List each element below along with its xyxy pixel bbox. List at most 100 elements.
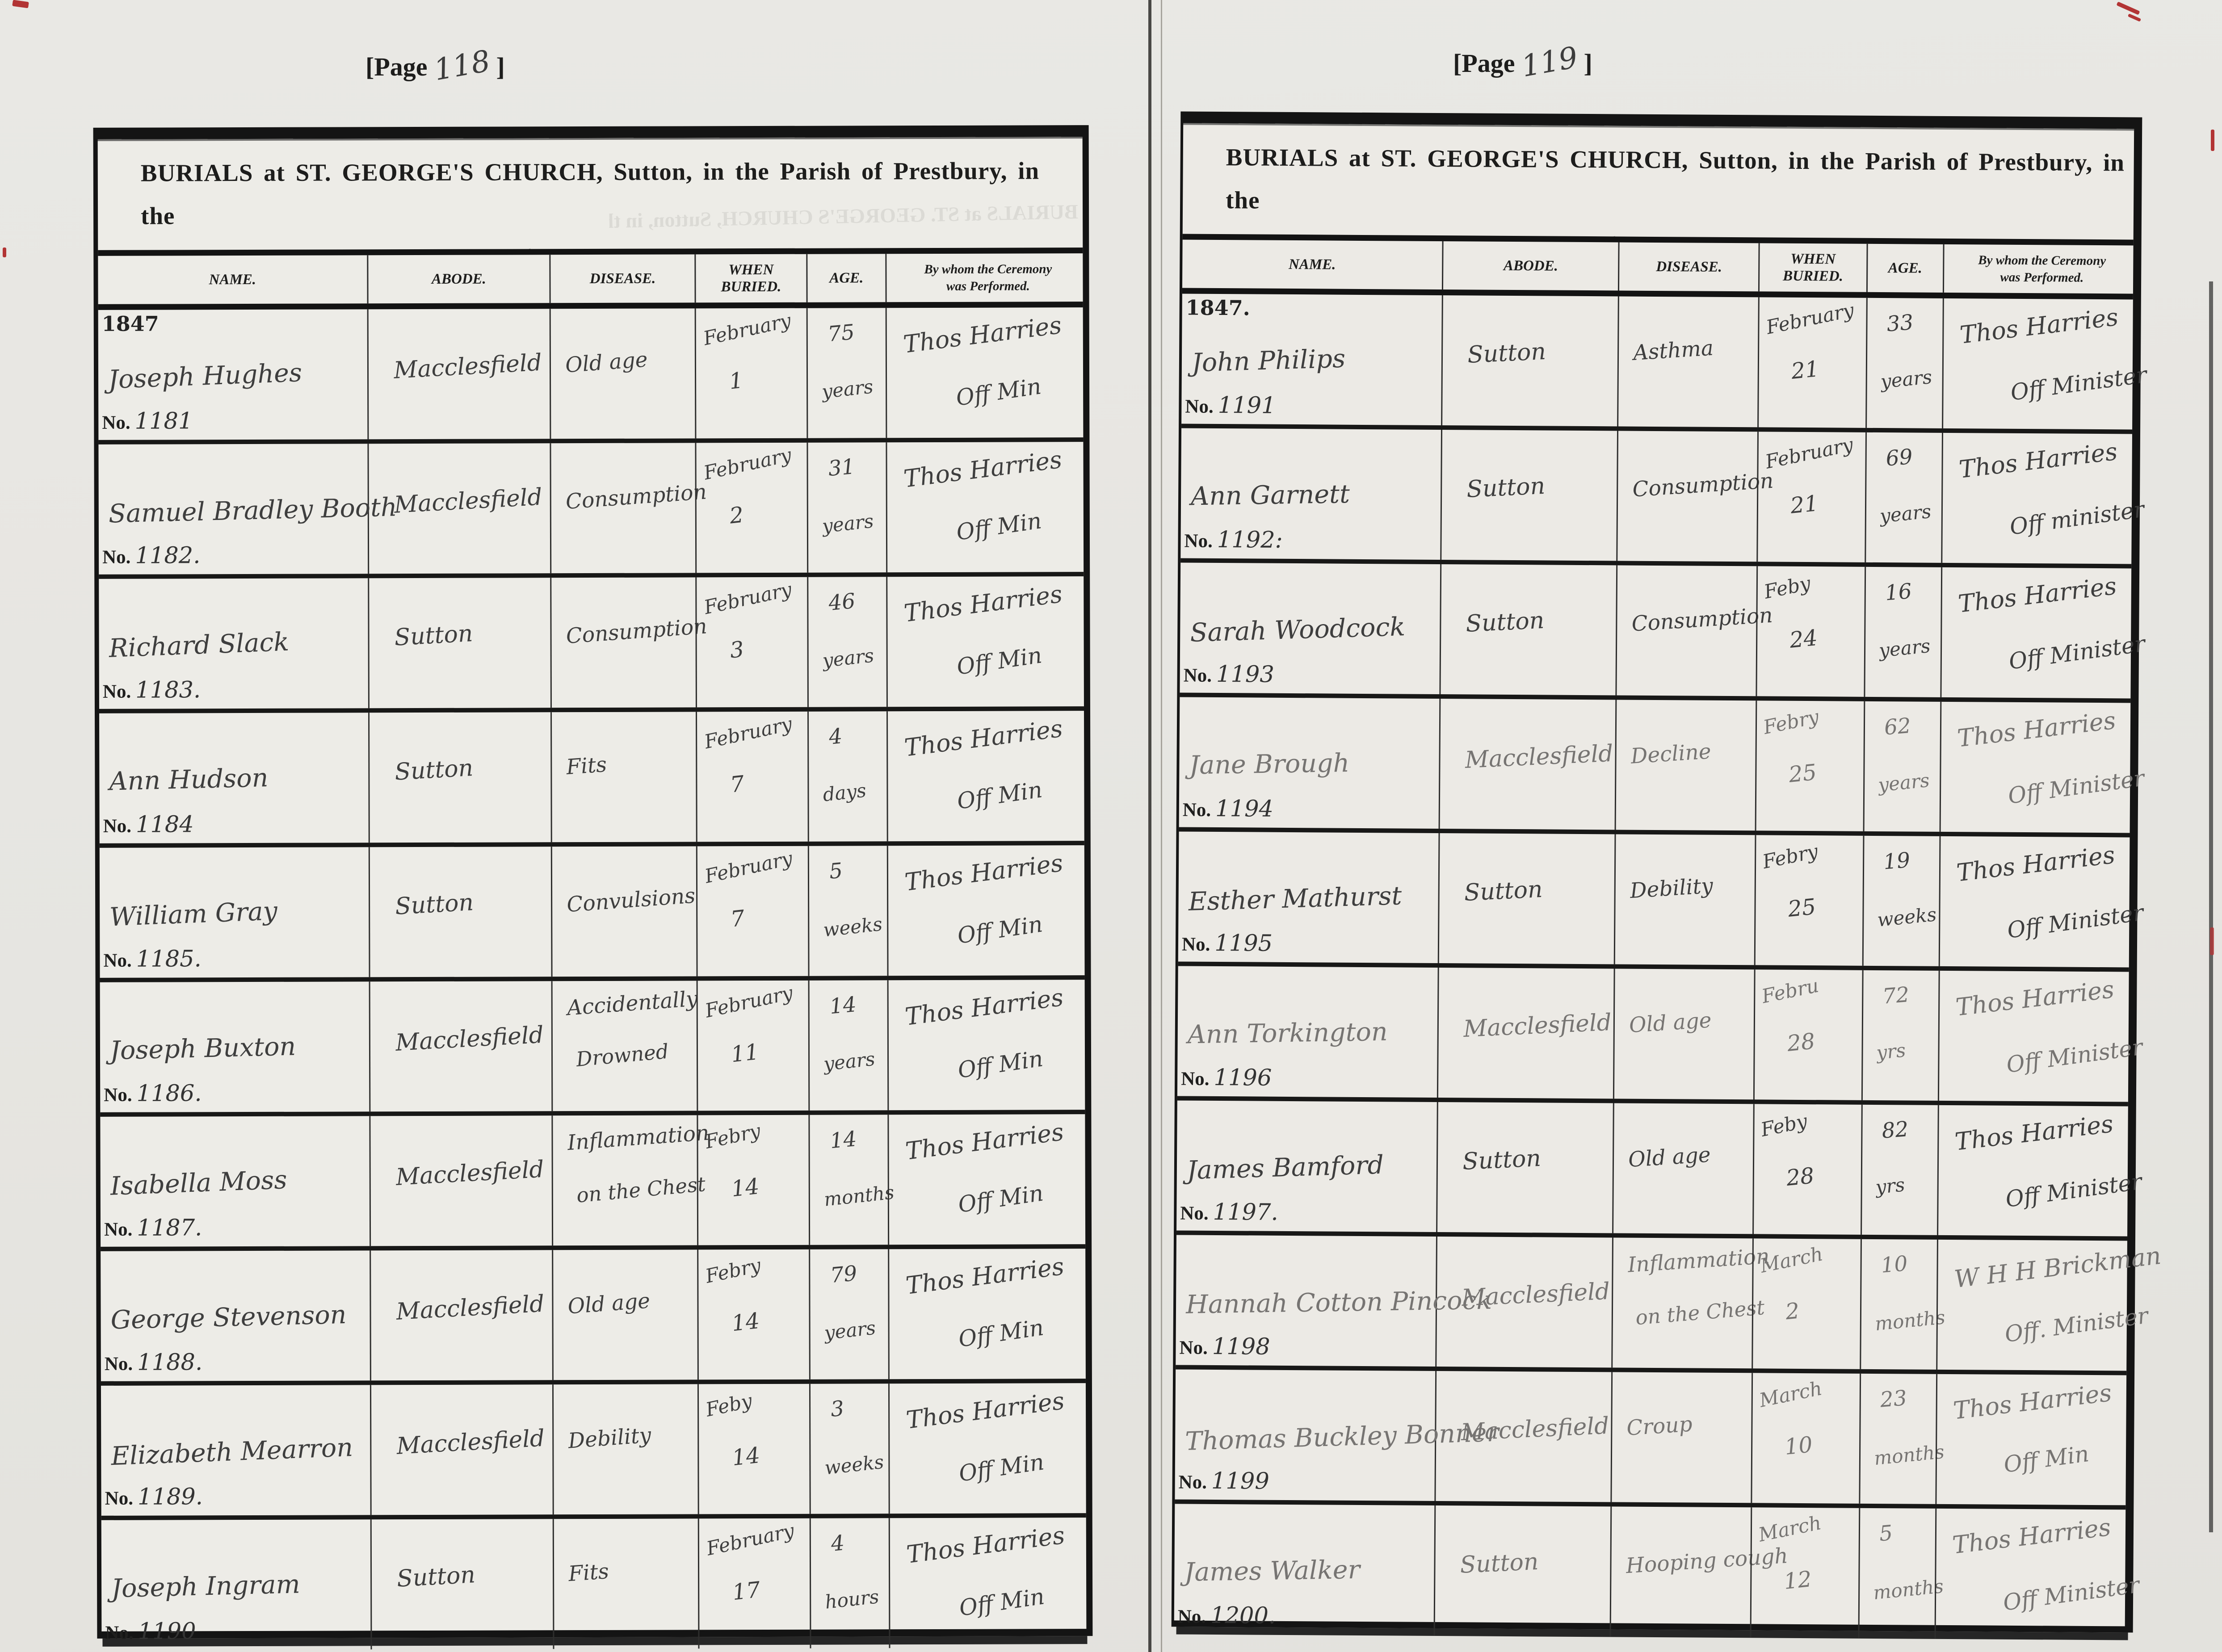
- title-line-1: BURIALS at ST. GEORGE'S CHURCH, Sutton, …: [1225, 143, 2125, 214]
- age-cell: 62 years: [1863, 701, 1940, 832]
- col-abode: ABODE.: [431, 271, 486, 287]
- entry-number: 1181: [134, 408, 193, 435]
- disease-cell: Debility: [552, 1384, 698, 1515]
- when-buried-cell: March 2: [1752, 1238, 1861, 1369]
- disease-cell: Old age: [549, 308, 695, 439]
- name-cell: Isabella Moss No. 1187.: [104, 1165, 288, 1241]
- disease-cell: Consumption: [1615, 565, 1773, 696]
- name-cell: 1847 Joseph Hughes No. 1181: [98, 309, 367, 440]
- name-cell: Thomas Buckley Bonner No. 1199: [1178, 1418, 1500, 1495]
- red-mark-artifact: [2116, 1, 2140, 15]
- minister-cell: Thos Harries Off Minister: [1934, 1508, 2141, 1640]
- age-cell: 3 weeks: [809, 1384, 889, 1514]
- disease-cell: Decline: [1615, 700, 1756, 831]
- table-row: Elizabeth Mearron No. 1189. Macclesfield …: [101, 1379, 1093, 1516]
- minister-cell: Thos Harries Off Min: [886, 576, 1091, 707]
- col-abode: ABODE.: [1503, 257, 1558, 274]
- age-cell: 14 years: [808, 980, 888, 1111]
- disease-cell: Fits: [550, 712, 696, 843]
- table-row: Joseph Ingram No. 1190 Sutton Fits Februa…: [101, 1513, 1093, 1650]
- col-ceremony: By whom the Ceremony: [924, 262, 1052, 277]
- disease-cell: Convulsions: [551, 846, 697, 977]
- entry-number: 1187.: [137, 1215, 202, 1241]
- minister-cell: Thos Harries Off Minister: [1941, 298, 2148, 430]
- minister-cell: Thos Harries Off Min: [887, 980, 1092, 1111]
- table-row: Hannah Cotton Pincock No. 1198 Macclesfie…: [1176, 1230, 2162, 1371]
- minister-cell: W H H Brickman Off. Minister: [1936, 1239, 2162, 1371]
- when-buried-cell: Feby 24: [1756, 566, 1865, 697]
- disease-cell: Inflammation on the Chest: [551, 1115, 710, 1246]
- abode-cell: Macclesfield: [1438, 699, 1616, 830]
- table-row: Esther Mathurst No. 1195 Sutton Debility …: [1178, 827, 2145, 968]
- entry-number: 1183.: [135, 677, 201, 704]
- page-label-open: [Page: [1453, 49, 1515, 78]
- age-cell: 75 years: [806, 308, 886, 438]
- disease-cell: Consumption: [550, 577, 708, 708]
- minister-cell: Thos Harries Off Minister: [1938, 836, 2145, 968]
- disease-cell: Debility: [1614, 834, 1755, 965]
- page-header: BURIALS at ST. GEORGE'S CHURCH, Sutton, …: [98, 137, 1083, 250]
- page-gutter-line-2: [1161, 0, 1162, 1652]
- col-name: NAME.: [209, 271, 256, 288]
- when-buried-cell: February 17: [697, 1518, 810, 1649]
- abode-cell: Macclesfield: [370, 1384, 553, 1515]
- entries-table: 1847 Joseph Hughes No. 1181 Macclesfield …: [98, 307, 1093, 1650]
- year-annotation: 1847: [101, 311, 159, 336]
- disease-cell: Old age: [1613, 969, 1754, 1100]
- when-buried-cell: Febry 14: [697, 1249, 809, 1380]
- page-label-right: [Page 119]: [1453, 40, 1592, 84]
- minister-cell: Thos Harries Off Min: [1935, 1374, 2134, 1505]
- name-cell: Hannah Cotton Pincock No. 1198: [1179, 1285, 1492, 1360]
- column-headers: NAME. ABODE. DISEASE. WHEN BURIED. AGE. B…: [1182, 234, 2140, 300]
- disease-cell: Hooping cough: [1610, 1506, 1789, 1638]
- entry-number: 1185.: [136, 946, 202, 973]
- table-row: 1847 Joseph Hughes No. 1181 Macclesfield …: [98, 307, 1090, 440]
- red-mark-artifact: [2127, 13, 2142, 22]
- abode-cell: Macclesfield: [369, 1250, 553, 1381]
- abode-cell: Sutton: [1433, 1505, 1611, 1637]
- abode-cell: Sutton: [1436, 1102, 1613, 1233]
- when-buried-cell: March 12: [1750, 1507, 1859, 1638]
- no-label: No.: [102, 412, 130, 433]
- table-row: George Stevenson No. 1188. Macclesfield O…: [101, 1244, 1092, 1381]
- title-line-2: County of Chester, in the Year 18: [113, 238, 499, 250]
- entry-number: 1182.: [135, 542, 201, 569]
- entry-number: 1194: [1215, 795, 1274, 822]
- register-page-right: BURIALS at ST. GEORGE'S CHURCH, Sutton, …: [1171, 111, 2162, 1640]
- disease-cell: Asthma: [1617, 296, 1759, 428]
- when-buried-cell: Febry 14: [697, 1115, 809, 1245]
- disease-cell: Accidentally Drowned: [551, 981, 699, 1111]
- minister-cell: Thos Harries Off Min: [886, 711, 1091, 842]
- table-row: Samuel Bradley Booth No. 1182. Macclesfie…: [98, 437, 1091, 574]
- register-page-left: BURIALS at ST. GEORGE'S CHURCH, Sutton, …: [93, 125, 1093, 1650]
- name-cell: Ann Torkington No. 1196: [1181, 1017, 1388, 1091]
- col-disease: DISEASE.: [1656, 258, 1722, 275]
- when-buried-cell: February 11: [696, 980, 809, 1111]
- age-cell: 69 years: [1864, 432, 1942, 563]
- when-buried-cell: February 1: [694, 308, 807, 439]
- entry-number: 1189.: [137, 1484, 203, 1510]
- entry-number: 1184: [135, 811, 194, 838]
- when-buried-cell: Febru 28: [1753, 969, 1862, 1100]
- disease-cell: Fits: [552, 1518, 698, 1649]
- when-buried-cell: February 21: [1757, 297, 1866, 428]
- minister-cell: Thos Harries Off Min: [887, 1114, 1092, 1245]
- minister-cell: Thos Harries Off Min: [888, 1383, 1093, 1514]
- title-line-1: BURIALS at ST. GEORGE'S CHURCH, Sutton, …: [140, 157, 1040, 230]
- col-disease: DISEASE.: [589, 270, 656, 287]
- name-cell: Sarah Woodcock No. 1193: [1183, 612, 1406, 688]
- when-buried-cell: February 7: [696, 846, 808, 977]
- abode-cell: Macclesfield: [369, 981, 552, 1112]
- table-row: Thomas Buckley Bonner No. 1199 Macclesfie…: [1175, 1365, 2134, 1505]
- register-title: BURIALS at ST. GEORGE'S CHURCH, Sutton, …: [113, 149, 1074, 250]
- age-cell: 10 months: [1859, 1239, 1946, 1370]
- page-gutter-line: [1148, 0, 1151, 1652]
- name-cell: Richard Slack No. 1183.: [102, 627, 290, 704]
- table-row: Ann Torkington No. 1196 Macclesfield Old …: [1177, 961, 2144, 1102]
- name-cell: Ann Garnett No. 1192:: [1184, 479, 1350, 553]
- age-cell: 31 years: [806, 442, 886, 573]
- page-number-handwritten: 119: [1518, 40, 1580, 84]
- abode-cell: Sutton: [370, 1519, 553, 1650]
- table-row: Ann Hudson No. 1184 Sutton Fits February 7…: [99, 706, 1091, 843]
- age-cell: 14 months: [808, 1115, 895, 1245]
